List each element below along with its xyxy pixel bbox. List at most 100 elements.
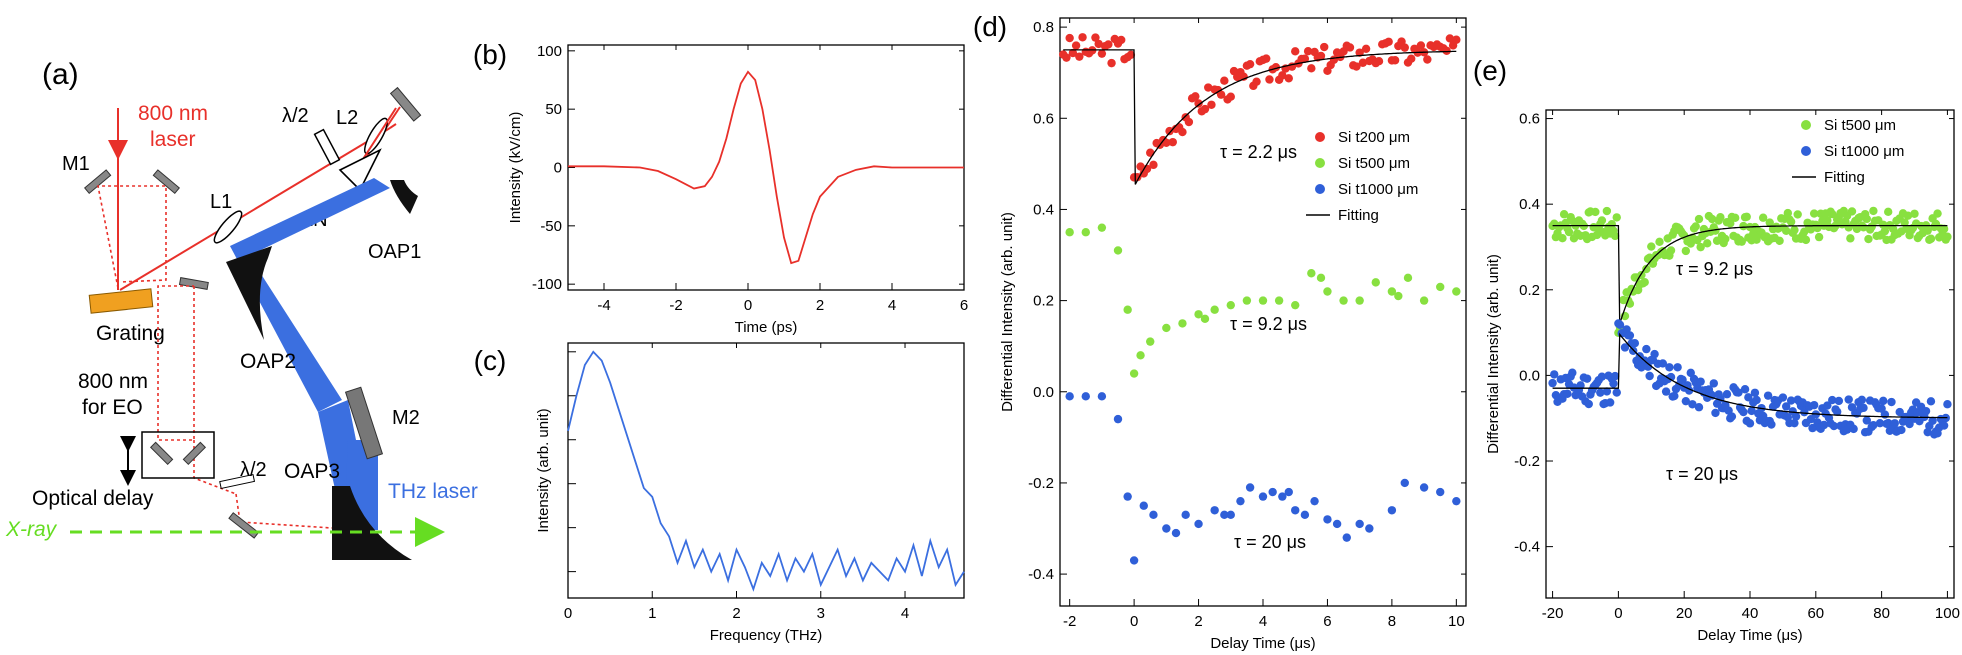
data-point bbox=[1694, 403, 1704, 412]
optical-delay-box bbox=[141, 431, 215, 479]
data-point bbox=[1752, 395, 1761, 405]
data-point bbox=[1615, 320, 1625, 330]
delay-mirror-2 bbox=[182, 441, 207, 466]
x-tick-label: 0 bbox=[744, 297, 752, 314]
data-point bbox=[1781, 402, 1791, 411]
data-point bbox=[1062, 53, 1071, 62]
data-point bbox=[1605, 398, 1615, 407]
data-point bbox=[1883, 207, 1893, 217]
data-point bbox=[1274, 296, 1284, 305]
data-point bbox=[1721, 234, 1730, 244]
data-point bbox=[1823, 401, 1832, 410]
data-point bbox=[1607, 219, 1617, 229]
oap3-mirror bbox=[332, 486, 412, 560]
data-point bbox=[1278, 71, 1287, 80]
data-point bbox=[1065, 392, 1074, 401]
data-point bbox=[1716, 213, 1725, 222]
data-point bbox=[1801, 235, 1811, 245]
data-point bbox=[1226, 92, 1235, 101]
laser-beam-diagonal bbox=[119, 127, 391, 291]
data-point bbox=[1394, 291, 1403, 301]
data-point bbox=[1666, 246, 1676, 255]
data-point bbox=[1129, 369, 1139, 378]
data-point bbox=[1890, 419, 1899, 428]
data-point bbox=[1262, 54, 1271, 63]
x-tick-label: 0 bbox=[564, 605, 572, 622]
legend-item: Fitting bbox=[1306, 207, 1379, 224]
data-point bbox=[1859, 403, 1868, 413]
legend-item: Si t500 μm bbox=[1315, 155, 1410, 172]
data-point bbox=[1184, 117, 1194, 127]
m2-label: M2 bbox=[392, 407, 420, 429]
data-point bbox=[1767, 420, 1776, 429]
data-point bbox=[1933, 209, 1942, 218]
data-point bbox=[1844, 395, 1853, 404]
x-axis-label: Delay Time (μs) bbox=[1210, 635, 1315, 652]
mirror-m1b bbox=[152, 169, 181, 195]
data-point bbox=[1419, 296, 1429, 305]
data-point bbox=[1097, 392, 1107, 401]
data-point bbox=[1678, 375, 1687, 384]
data-point bbox=[1734, 388, 1743, 397]
y-axis-label: Intensity (kV/cm) bbox=[507, 112, 524, 224]
data-point bbox=[1316, 273, 1326, 283]
legend-marker bbox=[1315, 184, 1325, 194]
mirror-top bbox=[389, 86, 422, 122]
data-point bbox=[1739, 221, 1748, 231]
data-point bbox=[1647, 242, 1656, 251]
data-point bbox=[1612, 388, 1621, 397]
data-point bbox=[1226, 300, 1235, 310]
data-point bbox=[1905, 419, 1914, 429]
data-point bbox=[1564, 227, 1574, 237]
y-tick-label: -0.4 bbox=[1028, 566, 1054, 583]
data-point bbox=[1834, 396, 1844, 406]
data-point bbox=[1709, 379, 1719, 388]
y-tick-label: 0.4 bbox=[1519, 196, 1540, 213]
data-point bbox=[1291, 506, 1300, 515]
plot-frame bbox=[1545, 109, 1955, 599]
data-point bbox=[1737, 237, 1746, 246]
y-tick-label: -0.4 bbox=[1514, 539, 1540, 556]
data-point bbox=[1800, 407, 1809, 417]
data-point bbox=[1791, 412, 1801, 421]
data-point bbox=[1630, 338, 1640, 348]
data-point bbox=[1665, 363, 1674, 372]
data-point bbox=[1887, 397, 1896, 407]
data-point bbox=[1763, 391, 1773, 400]
data-point bbox=[1171, 528, 1181, 538]
data-point bbox=[1703, 239, 1712, 248]
data-point bbox=[1694, 214, 1704, 224]
data-point bbox=[1355, 519, 1364, 529]
data-point bbox=[1862, 214, 1872, 224]
data-point bbox=[1252, 77, 1261, 86]
data-point bbox=[1442, 46, 1451, 55]
lambda2-top-label: λ/2 bbox=[282, 105, 309, 127]
data-point bbox=[1194, 99, 1203, 108]
data-point bbox=[1650, 349, 1659, 359]
data-point bbox=[1162, 524, 1171, 533]
data-point bbox=[1809, 209, 1819, 218]
data-point bbox=[1707, 214, 1717, 224]
data-point bbox=[1303, 46, 1313, 56]
data-point bbox=[1584, 399, 1593, 409]
data-point bbox=[1139, 501, 1148, 510]
data-point bbox=[1928, 416, 1937, 425]
data-point bbox=[1750, 388, 1760, 397]
laser-label-1: 800 nm bbox=[138, 102, 208, 125]
data-point bbox=[1291, 47, 1300, 56]
legend-item: Si t200 μm bbox=[1315, 129, 1410, 146]
data-point bbox=[1117, 35, 1126, 45]
data-point bbox=[1245, 483, 1255, 492]
data-point bbox=[1178, 319, 1187, 328]
data-point bbox=[1387, 506, 1397, 515]
data-point bbox=[1284, 74, 1293, 83]
data-point bbox=[1065, 228, 1074, 237]
x-tick-label: 4 bbox=[1259, 613, 1267, 630]
oap2-mirror bbox=[226, 246, 272, 340]
data-point bbox=[1765, 218, 1774, 227]
data-point bbox=[1226, 510, 1235, 520]
data-point bbox=[1245, 59, 1255, 69]
data-point bbox=[1352, 62, 1361, 71]
panel-label-e: (e) bbox=[1473, 55, 1507, 86]
x-tick-label: 8 bbox=[1388, 613, 1396, 630]
